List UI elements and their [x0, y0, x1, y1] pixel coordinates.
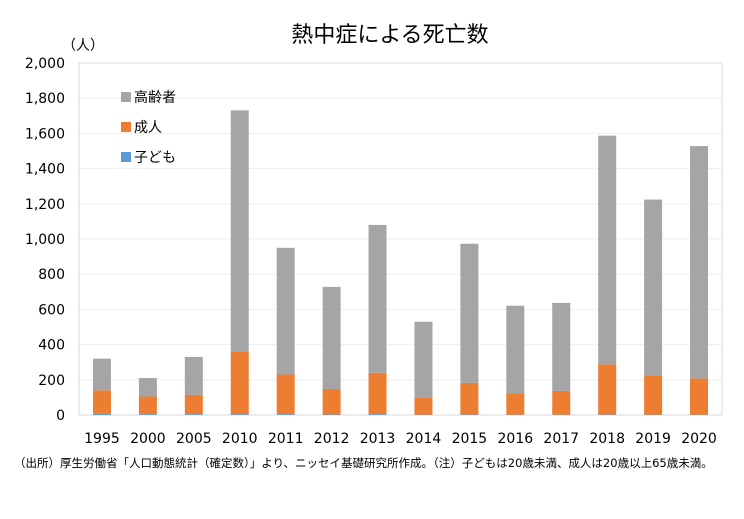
x-tick-label: 2019	[635, 431, 671, 447]
bar-segment	[598, 135, 617, 365]
legend-swatch	[121, 122, 131, 132]
bar-segment	[368, 224, 387, 373]
plot-area-border	[78, 62, 723, 416]
x-tick-label: 2012	[314, 431, 350, 447]
y-unit-label: （人）	[62, 38, 104, 54]
legend-swatch	[121, 152, 131, 162]
bar-segment	[322, 286, 341, 389]
bar-segment	[138, 396, 157, 415]
bar-segment	[138, 414, 157, 415]
y-tick-label: 1,600	[25, 126, 65, 142]
gridlines	[79, 97, 722, 381]
bar-segment	[92, 413, 111, 415]
bar-segment	[552, 302, 571, 391]
legend-label: 成人	[134, 120, 162, 136]
y-tick-label: 0	[56, 408, 65, 424]
bar-segment	[506, 305, 525, 394]
legend-swatch	[121, 92, 131, 102]
bars	[92, 110, 709, 415]
x-tick-label: 2014	[406, 431, 442, 447]
bar-segment	[506, 393, 525, 415]
x-tick-label: 2011	[268, 431, 304, 447]
bar-segment	[276, 247, 295, 375]
bar-segment	[368, 414, 387, 415]
bar-segment	[460, 243, 479, 383]
bar-segment	[552, 390, 571, 415]
legend-label: 子ども	[134, 150, 176, 166]
bar-segment	[644, 375, 663, 415]
bar-segment	[322, 414, 341, 415]
bar-segment	[414, 321, 433, 398]
x-tick-label: 2017	[543, 431, 579, 447]
bar-segment	[92, 358, 111, 391]
chart: 熱中症による死亡数 （人） 0 200 400 600 800 1,000 1,200 1,4…	[25, 23, 723, 447]
x-tick-label: 2016	[498, 431, 534, 447]
bar-segment	[598, 364, 617, 415]
bar-segment	[322, 388, 341, 415]
x-tick-label: 2015	[452, 431, 488, 447]
bar-segment	[460, 414, 479, 415]
x-axis-ticks: 1995 2000 2005 2010 2011 2012 2013 2014 2015 2016…	[84, 431, 717, 447]
y-tick-label: 400	[38, 338, 65, 354]
y-tick-label: 200	[38, 373, 65, 389]
bar-segment	[690, 146, 709, 379]
bar-segment	[230, 110, 249, 352]
x-tick-label: 2010	[222, 431, 258, 447]
bar-segment	[598, 414, 617, 415]
y-tick-label: 1,200	[25, 197, 65, 213]
bar-segment	[276, 374, 295, 415]
bar-segment	[690, 378, 709, 415]
legend-label: 高齢者	[134, 89, 176, 106]
bar-segment	[184, 394, 203, 415]
bar-segment	[230, 351, 249, 415]
bar-segment	[276, 414, 295, 415]
source-note: （出所）厚生労働省「人口動態統計（確定数）」より、ニッセイ基礎研究所作成。（注）…	[14, 456, 713, 470]
y-tick-label: 800	[38, 267, 65, 283]
bar-segment	[644, 199, 663, 376]
y-tick-label: 1,400	[25, 162, 65, 178]
x-tick-label: 1995	[84, 431, 120, 447]
x-tick-label: 2005	[176, 431, 212, 447]
y-tick-label: 600	[38, 302, 65, 318]
bar-segment	[184, 414, 203, 415]
y-tick-label: 1,800	[25, 91, 65, 107]
y-tick-label: 1,000	[25, 232, 65, 248]
bar-segment	[138, 378, 157, 397]
y-axis-ticks: 0 200 400 600 800 1,000 1,200 1,400 1,600 1,800 2,…	[25, 56, 65, 424]
bar-segment	[230, 414, 249, 415]
bar-segment	[414, 397, 433, 415]
x-tick-label: 2000	[130, 431, 166, 447]
bar-segment	[184, 356, 203, 395]
x-tick-label: 2018	[589, 431, 625, 447]
x-tick-label: 2013	[360, 431, 396, 447]
x-tick-label: 2020	[681, 431, 717, 447]
chart-title: 熱中症による死亡数	[291, 23, 488, 48]
bar-segment	[368, 372, 387, 415]
bar-segment	[92, 390, 111, 414]
bar-segment	[460, 382, 479, 415]
y-tick-label: 2,000	[25, 56, 65, 72]
